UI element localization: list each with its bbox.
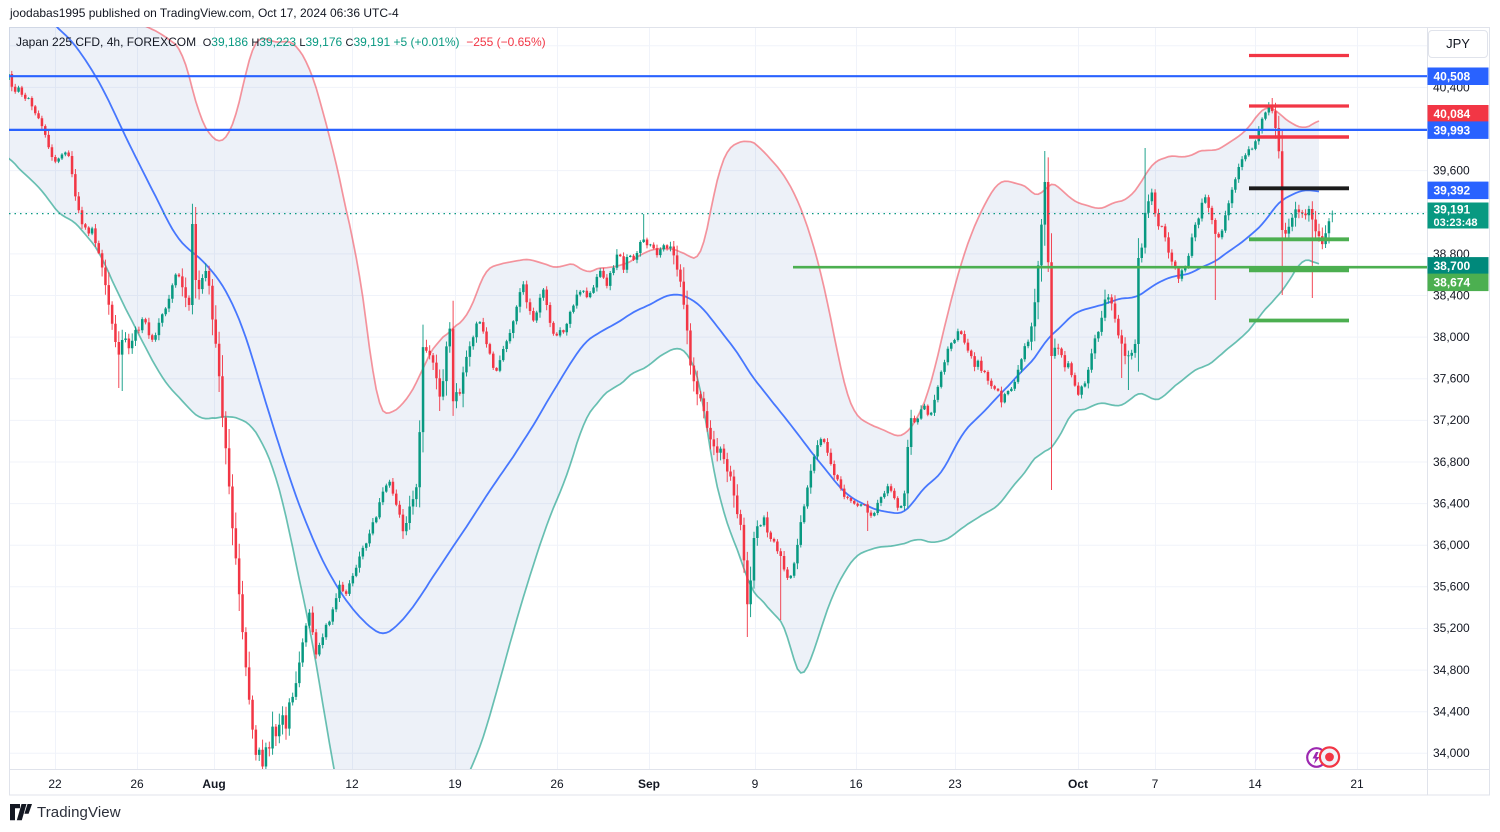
svg-text:38,000: 38,000 — [1433, 330, 1470, 344]
svg-text:34,000: 34,000 — [1433, 746, 1470, 760]
svg-text:39,392: 39,392 — [1434, 184, 1471, 198]
svg-text:40,508: 40,508 — [1434, 70, 1471, 84]
svg-text:39,191: 39,191 — [1434, 203, 1471, 217]
svg-text:36,000: 36,000 — [1433, 538, 1470, 552]
svg-text:03:23:48: 03:23:48 — [1434, 217, 1478, 229]
svg-text:34,800: 34,800 — [1433, 663, 1470, 677]
svg-text:35,600: 35,600 — [1433, 580, 1470, 594]
svg-text:39,600: 39,600 — [1433, 164, 1470, 178]
svg-text:Oct: Oct — [1068, 777, 1088, 791]
svg-text:23: 23 — [948, 777, 962, 791]
svg-text:39,993: 39,993 — [1434, 124, 1471, 138]
svg-text:34,400: 34,400 — [1433, 704, 1470, 718]
svg-text:Aug: Aug — [202, 777, 225, 791]
svg-text:40,084: 40,084 — [1434, 107, 1471, 121]
svg-text:37,200: 37,200 — [1433, 413, 1470, 427]
svg-text:37,600: 37,600 — [1433, 372, 1470, 386]
svg-text:36,800: 36,800 — [1433, 455, 1470, 469]
svg-text:26: 26 — [130, 777, 144, 791]
svg-text:38,400: 38,400 — [1433, 288, 1470, 302]
svg-text:16: 16 — [849, 777, 863, 791]
svg-text:26: 26 — [550, 777, 564, 791]
svg-text:14: 14 — [1248, 777, 1262, 791]
svg-text:21: 21 — [1350, 777, 1364, 791]
svg-text:35,200: 35,200 — [1433, 621, 1470, 635]
svg-text:36,400: 36,400 — [1433, 496, 1470, 510]
svg-text:38,700: 38,700 — [1434, 259, 1471, 273]
svg-text:7: 7 — [1152, 777, 1159, 791]
svg-text:22: 22 — [48, 777, 62, 791]
svg-text:9: 9 — [752, 777, 759, 791]
svg-text:38,674: 38,674 — [1434, 276, 1471, 290]
svg-text:12: 12 — [345, 777, 359, 791]
svg-text:Sep: Sep — [638, 777, 660, 791]
svg-text:19: 19 — [448, 777, 462, 791]
